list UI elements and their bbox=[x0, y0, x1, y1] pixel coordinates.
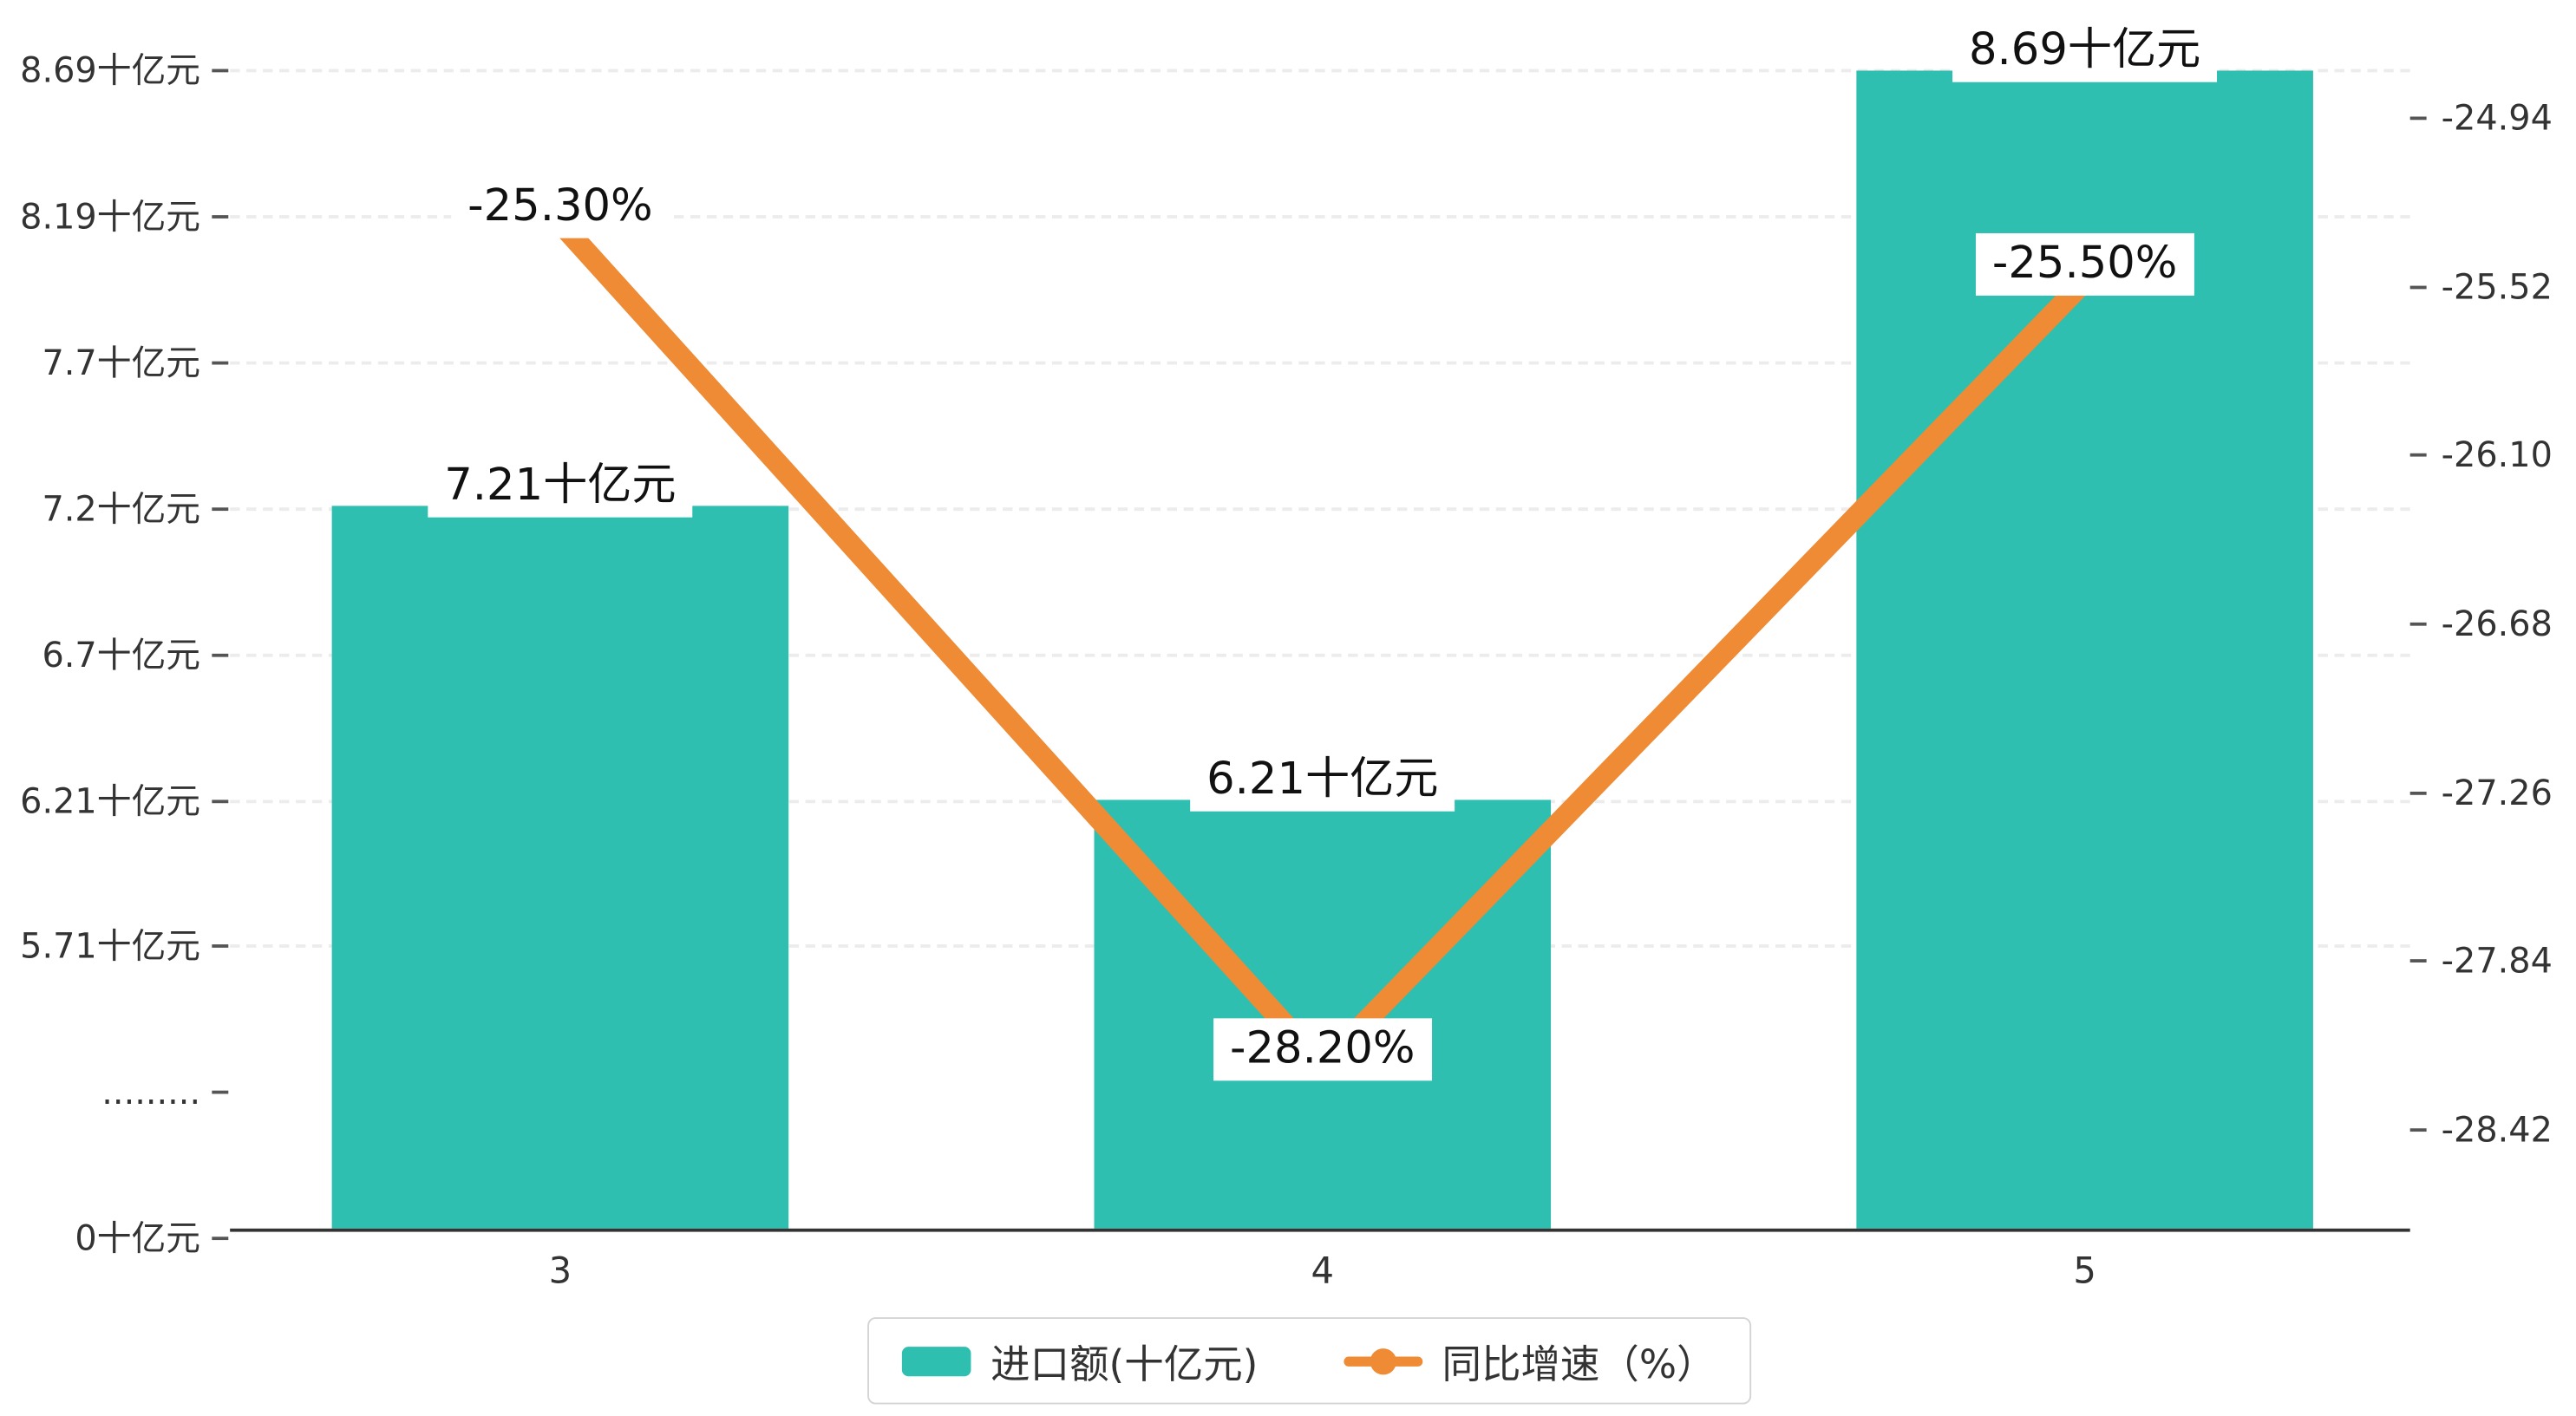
x-axis-label: 5 bbox=[2073, 1251, 2096, 1293]
grid-line bbox=[230, 214, 2410, 219]
legend-label-imports: 进口额(十亿元) bbox=[991, 1341, 1259, 1388]
left-axis-tick-mark bbox=[212, 214, 229, 219]
right-axis-tick-label: -26.10 bbox=[2441, 435, 2553, 476]
left-axis-tick-label: 0十亿元 bbox=[75, 1218, 201, 1259]
legend: 进口额(十亿元) 同比增速（%） bbox=[867, 1317, 1751, 1405]
left-axis-tick-mark bbox=[212, 653, 229, 656]
left-axis-tick-mark bbox=[212, 1091, 229, 1095]
right-axis-tick-label: -27.84 bbox=[2441, 941, 2553, 982]
left-axis-tick-label: 6.7十亿元 bbox=[42, 635, 201, 675]
left-axis-tick-mark bbox=[212, 1237, 229, 1241]
bar bbox=[331, 506, 789, 1229]
grid-line bbox=[230, 69, 2410, 73]
bar-value-label: 7.21十亿元 bbox=[428, 454, 693, 518]
line-series-dot-glyph bbox=[1370, 1347, 1396, 1374]
left-axis-tick-mark bbox=[212, 361, 229, 365]
line-value-label: -25.30% bbox=[451, 175, 670, 238]
right-axis-tick-mark bbox=[2409, 454, 2427, 458]
left-axis-tick-label: 7.2十亿元 bbox=[42, 488, 201, 529]
right-axis-tick-label: -26.68 bbox=[2441, 604, 2553, 644]
left-axis-tick-label: 7.7十亿元 bbox=[42, 343, 201, 382]
bar-value-label: 8.69十亿元 bbox=[1952, 19, 2218, 82]
left-axis-tick-mark bbox=[212, 944, 229, 949]
line-value-label: -25.50% bbox=[1975, 233, 2194, 297]
right-axis-tick-label: -24.94 bbox=[2441, 98, 2553, 139]
right-axis-tick-mark bbox=[2409, 791, 2427, 795]
x-axis-label: 4 bbox=[1311, 1251, 1335, 1293]
left-axis-tick-label: 5.71十亿元 bbox=[20, 927, 201, 967]
growth-line-path bbox=[549, 212, 2095, 1077]
x-axis-line bbox=[230, 1228, 2410, 1232]
grid-line bbox=[230, 506, 2410, 511]
left-axis-tick-mark bbox=[212, 506, 229, 511]
right-axis-tick-label: -28.42 bbox=[2441, 1110, 2553, 1150]
left-axis-tick-label: 8.69十亿元 bbox=[20, 50, 201, 91]
left-axis-tick-label: ......... bbox=[101, 1073, 201, 1113]
right-axis-tick-mark bbox=[2409, 1128, 2427, 1132]
grid-line bbox=[230, 653, 2410, 656]
line-series-icon bbox=[1343, 1346, 1422, 1375]
x-axis-label: 3 bbox=[548, 1251, 572, 1293]
right-axis-tick-mark bbox=[2409, 959, 2427, 963]
legend-label-growth: 同比增速（%） bbox=[1442, 1341, 1716, 1388]
right-axis-tick-label: -25.52 bbox=[2441, 267, 2553, 307]
bar-value-label: 6.21十亿元 bbox=[1190, 749, 1455, 812]
left-axis-tick-mark bbox=[212, 799, 229, 803]
line-value-label: -28.20% bbox=[1213, 1018, 1432, 1081]
grid-line bbox=[230, 361, 2410, 365]
bar-series-swatch-icon bbox=[901, 1346, 971, 1376]
right-axis-tick-mark bbox=[2409, 622, 2427, 626]
right-axis-tick-mark bbox=[2409, 284, 2427, 289]
legend-item-imports[interactable]: 进口额(十亿元) bbox=[901, 1332, 1259, 1389]
left-axis-tick-label: 8.19十亿元 bbox=[20, 197, 201, 237]
left-axis-tick-label: 6.21十亿元 bbox=[20, 780, 201, 821]
legend-item-growth[interactable]: 同比增速（%） bbox=[1343, 1332, 1716, 1389]
right-axis-tick-label: -27.26 bbox=[2441, 773, 2553, 812]
left-axis-tick-mark bbox=[212, 69, 229, 73]
bar bbox=[1094, 799, 1552, 1229]
right-axis-tick-mark bbox=[2409, 116, 2427, 121]
